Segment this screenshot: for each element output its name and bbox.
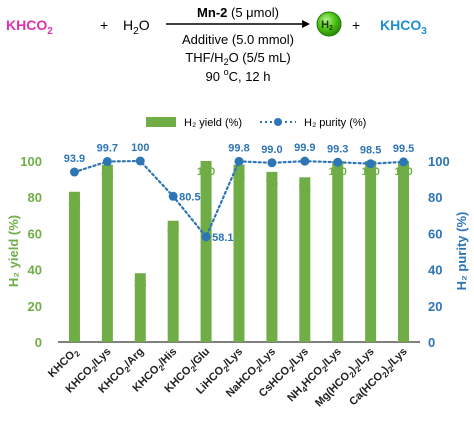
yield-bar-9 xyxy=(365,161,377,342)
yield-label-9: 100 xyxy=(361,166,379,178)
h2-product-label: H2 xyxy=(321,19,333,32)
purity-label-7: 99.9 xyxy=(294,142,315,154)
y-right-tick-80: 80 xyxy=(428,190,442,205)
yield-label-10: 100 xyxy=(394,166,412,178)
yield-label-1: 98 xyxy=(101,170,113,182)
purity-point-7 xyxy=(300,156,310,166)
y-right-tick-40: 40 xyxy=(428,263,442,278)
catalyst-label: Mn-2 (5 μmol) xyxy=(197,5,279,20)
plus-sign-2: + xyxy=(352,17,360,33)
reactant-water: H2O xyxy=(123,17,150,37)
purity-point-2 xyxy=(135,156,145,166)
yield-label-2: 38 xyxy=(134,278,146,290)
yield-label-8: 100 xyxy=(329,166,347,178)
reaction-scheme: KHCO2 + H2O Mn-2 (5 μmol) Additive (5.0 … xyxy=(6,5,427,84)
purity-label-6: 99.0 xyxy=(261,144,282,156)
y-left-tick-80: 80 xyxy=(28,190,42,205)
condition-temperature: 90 oC, 12 h xyxy=(205,67,270,84)
reactant-khco2: KHCO2 xyxy=(6,17,53,37)
yield-bar-6 xyxy=(266,171,278,342)
purity-point-9 xyxy=(366,159,376,169)
reaction-arrowhead xyxy=(302,20,310,28)
purity-label-5: 99.8 xyxy=(228,142,249,154)
product-khco3: KHCO3 xyxy=(380,17,427,37)
yield-label-3: 67 xyxy=(167,226,179,238)
yield-bar-8 xyxy=(332,161,344,342)
yield-bar-2 xyxy=(134,273,146,342)
purity-point-5 xyxy=(234,156,244,166)
yield-label-7: 91 xyxy=(299,182,311,194)
yield-label-0: 83 xyxy=(68,197,80,209)
purity-label-2: 100 xyxy=(131,142,149,154)
yield-bar-4 xyxy=(200,161,212,342)
condition-solvent: THF/H2O (5/5 mL) xyxy=(185,50,290,67)
yield-bar-10 xyxy=(398,161,410,342)
y-left-tick-0: 0 xyxy=(35,335,42,350)
yield-label-5: 98 xyxy=(233,170,245,182)
plus-sign-1: + xyxy=(100,17,108,33)
y-right-tick-100: 100 xyxy=(428,154,450,169)
purity-point-1 xyxy=(102,157,112,167)
legend-purity-label: H₂ purity (%) xyxy=(304,117,366,129)
purity-series xyxy=(69,156,409,242)
y-left-tick-60: 60 xyxy=(28,226,42,241)
purity-label-10: 99.5 xyxy=(393,143,414,155)
x-axis-category-labels: KHCO2KHCO2/LysKHCO2/ArgKHCO2/HisKHCO2/Gl… xyxy=(46,346,411,410)
y-axis-right-ticks: 0 20 40 60 80 100 xyxy=(428,154,450,350)
yield-bar-5 xyxy=(233,164,245,342)
yield-bar-3 xyxy=(167,220,179,342)
yield-label-4: 100 xyxy=(197,166,215,178)
purity-label-8: 99.3 xyxy=(327,143,348,155)
h2-product-badge xyxy=(316,11,342,37)
purity-label-4: 58.1 xyxy=(212,232,233,244)
condition-additive: Additive (5.0 mmol) xyxy=(182,32,294,47)
yield-bar-0 xyxy=(68,191,80,342)
y-right-tick-60: 60 xyxy=(428,226,442,241)
y-right-tick-20: 20 xyxy=(428,299,442,314)
purity-point-3 xyxy=(168,191,178,201)
y-left-tick-100: 100 xyxy=(20,154,42,169)
yield-bar-1 xyxy=(101,164,113,342)
purity-label-3: 80.5 xyxy=(179,191,200,203)
purity-point-10 xyxy=(399,157,409,167)
y-right-tick-0: 0 xyxy=(428,335,435,350)
yield-bars xyxy=(68,161,410,342)
purity-label-0: 93.9 xyxy=(64,153,85,165)
legend-yield-swatch xyxy=(146,117,176,127)
purity-point-0 xyxy=(69,167,79,177)
yield-bar-7 xyxy=(299,177,311,342)
legend: H₂ yield (%) H₂ purity (%) xyxy=(146,117,366,129)
purity-point-4 xyxy=(201,232,211,242)
y-axis-left-title: H₂ yield (%) xyxy=(6,215,21,287)
y-axis-right-title: H₂ purity (%) xyxy=(454,212,469,291)
purity-label-1: 99.7 xyxy=(97,143,118,155)
purity-label-9: 98.5 xyxy=(360,145,381,157)
y-left-tick-20: 20 xyxy=(28,299,42,314)
y-axis-left-ticks: 0 20 40 60 80 100 xyxy=(20,154,42,350)
purity-point-8 xyxy=(333,157,343,167)
yield-label-6: 94 xyxy=(266,177,279,189)
yield-bar-labels: 83 98 38 67 100 98 94 91 100 100 100 xyxy=(68,166,412,290)
legend-yield-label: H₂ yield (%) xyxy=(184,117,242,129)
axes: H₂ yield (%) H₂ purity (%) xyxy=(6,212,469,343)
x-category-label-10: Ca(HCO2)2/Lys xyxy=(347,346,411,410)
legend-purity-marker xyxy=(274,118,282,126)
y-left-tick-40: 40 xyxy=(28,263,42,278)
purity-labels: 93.9 99.7 100 80.5 58.1 99.8 99.0 99.9 99.3 98.5 9… xyxy=(64,142,415,244)
purity-point-6 xyxy=(267,158,277,168)
